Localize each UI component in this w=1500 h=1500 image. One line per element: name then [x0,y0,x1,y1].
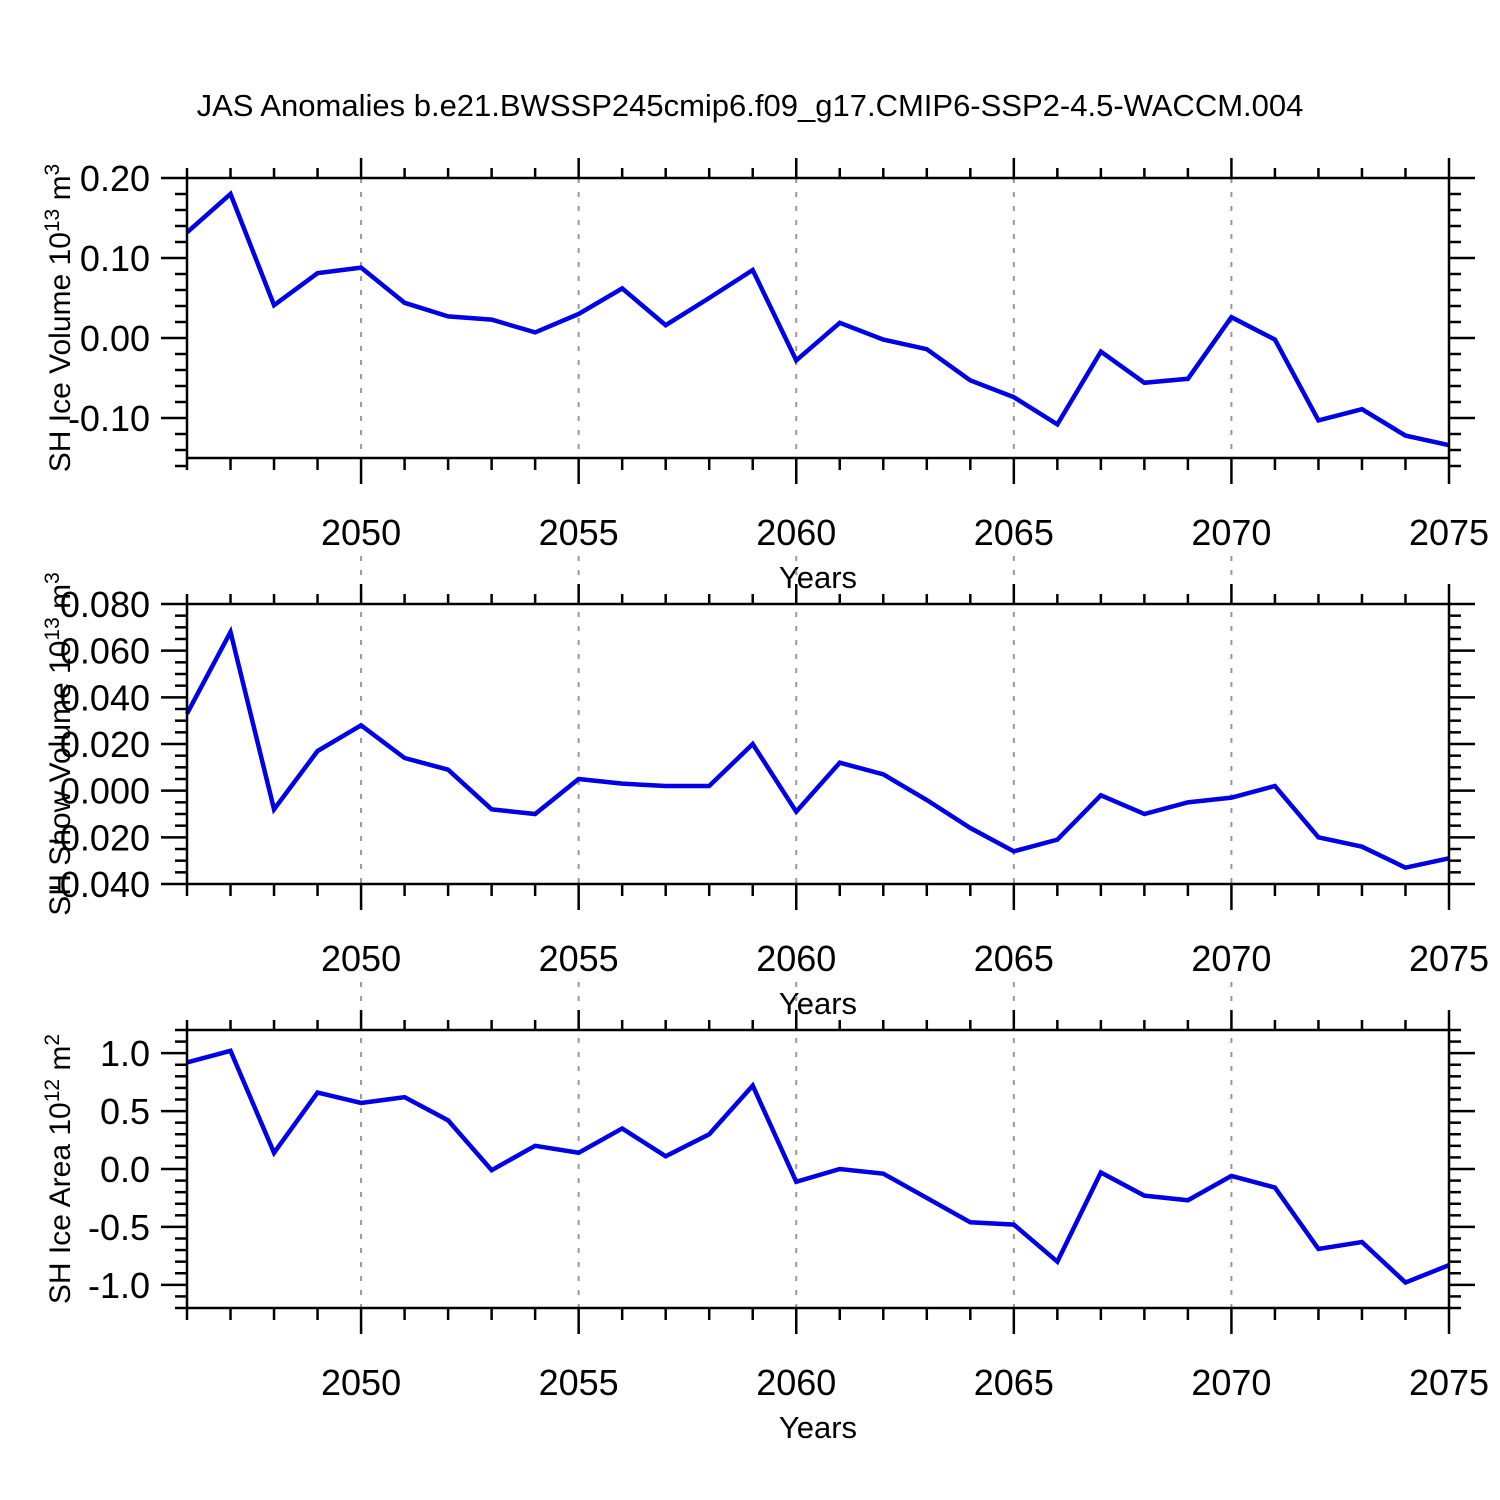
data-line-sh-snow-volume [185,625,1450,871]
y-axis-label-sh-snow-volume: SH Snow Volume 1013 m3 [41,572,77,916]
x-tick-label: 2060 [756,938,836,979]
x-tick-label: 2050 [321,938,401,979]
x-tick-label: 2055 [539,512,619,553]
x-tick-label: 2050 [321,512,401,553]
y-tick-label: 0.000 [60,771,150,812]
x-tick-label: 2060 [756,512,836,553]
y-tick-label: 0.040 [60,677,150,718]
y-axis-label-sh-ice-area: SH Ice Area 1012 m2 [41,1034,77,1304]
y-tick-label: -0.020 [48,817,150,858]
y-tick-label: -1.0 [88,1265,150,1306]
x-tick-label: 2075 [1409,1362,1489,1403]
x-axis-label-years: Years [779,986,857,1021]
chart-title: JAS Anomalies b.e21.BWSSP245cmip6.f09_g1… [196,88,1304,123]
x-tick-label: 2070 [1191,512,1271,553]
plot-area-sh-ice-area [185,1028,1451,1310]
y-tick-label: 0.20 [80,158,150,199]
y-tick-label: 0.020 [60,724,150,765]
plot-area-sh-ice-volume [185,176,1451,460]
x-tick-label: 2060 [756,1362,836,1403]
y-tick-label: -0.5 [88,1207,150,1248]
y-axis-label-sh-ice-volume: SH Ice Volume 1013 m3 [41,164,77,473]
y-tick-label: 1.0 [100,1033,150,1074]
x-tick-label: 2070 [1191,1362,1271,1403]
x-tick-label: 2065 [974,1362,1054,1403]
x-axis-label-years: Years [779,1410,857,1445]
y-tick-label: 0.0 [100,1149,150,1190]
y-tick-label: 0.060 [60,631,150,672]
x-tick-label: 2065 [974,512,1054,553]
x-tick-label: 2065 [974,938,1054,979]
y-tick-label: 0.080 [60,584,150,625]
data-line-sh-ice-volume [185,190,1450,448]
x-tick-label: 2055 [539,1362,619,1403]
x-tick-label: 2055 [539,938,619,979]
x-axis-label-years: Years [779,560,857,595]
x-tick-label: 2050 [321,1362,401,1403]
x-tick-label: 2075 [1409,938,1489,979]
x-tick-label: 2075 [1409,512,1489,553]
y-tick-label: 0.10 [80,238,150,279]
y-tick-label: -0.040 [48,864,150,905]
data-line-sh-ice-area [186,1048,1450,1286]
y-tick-label: 0.00 [80,318,150,359]
x-tick-label: 2070 [1191,938,1271,979]
y-tick-label: -0.10 [68,398,150,439]
y-tick-label: 0.5 [100,1091,150,1132]
plot-area-sh-snow-volume [185,602,1451,886]
